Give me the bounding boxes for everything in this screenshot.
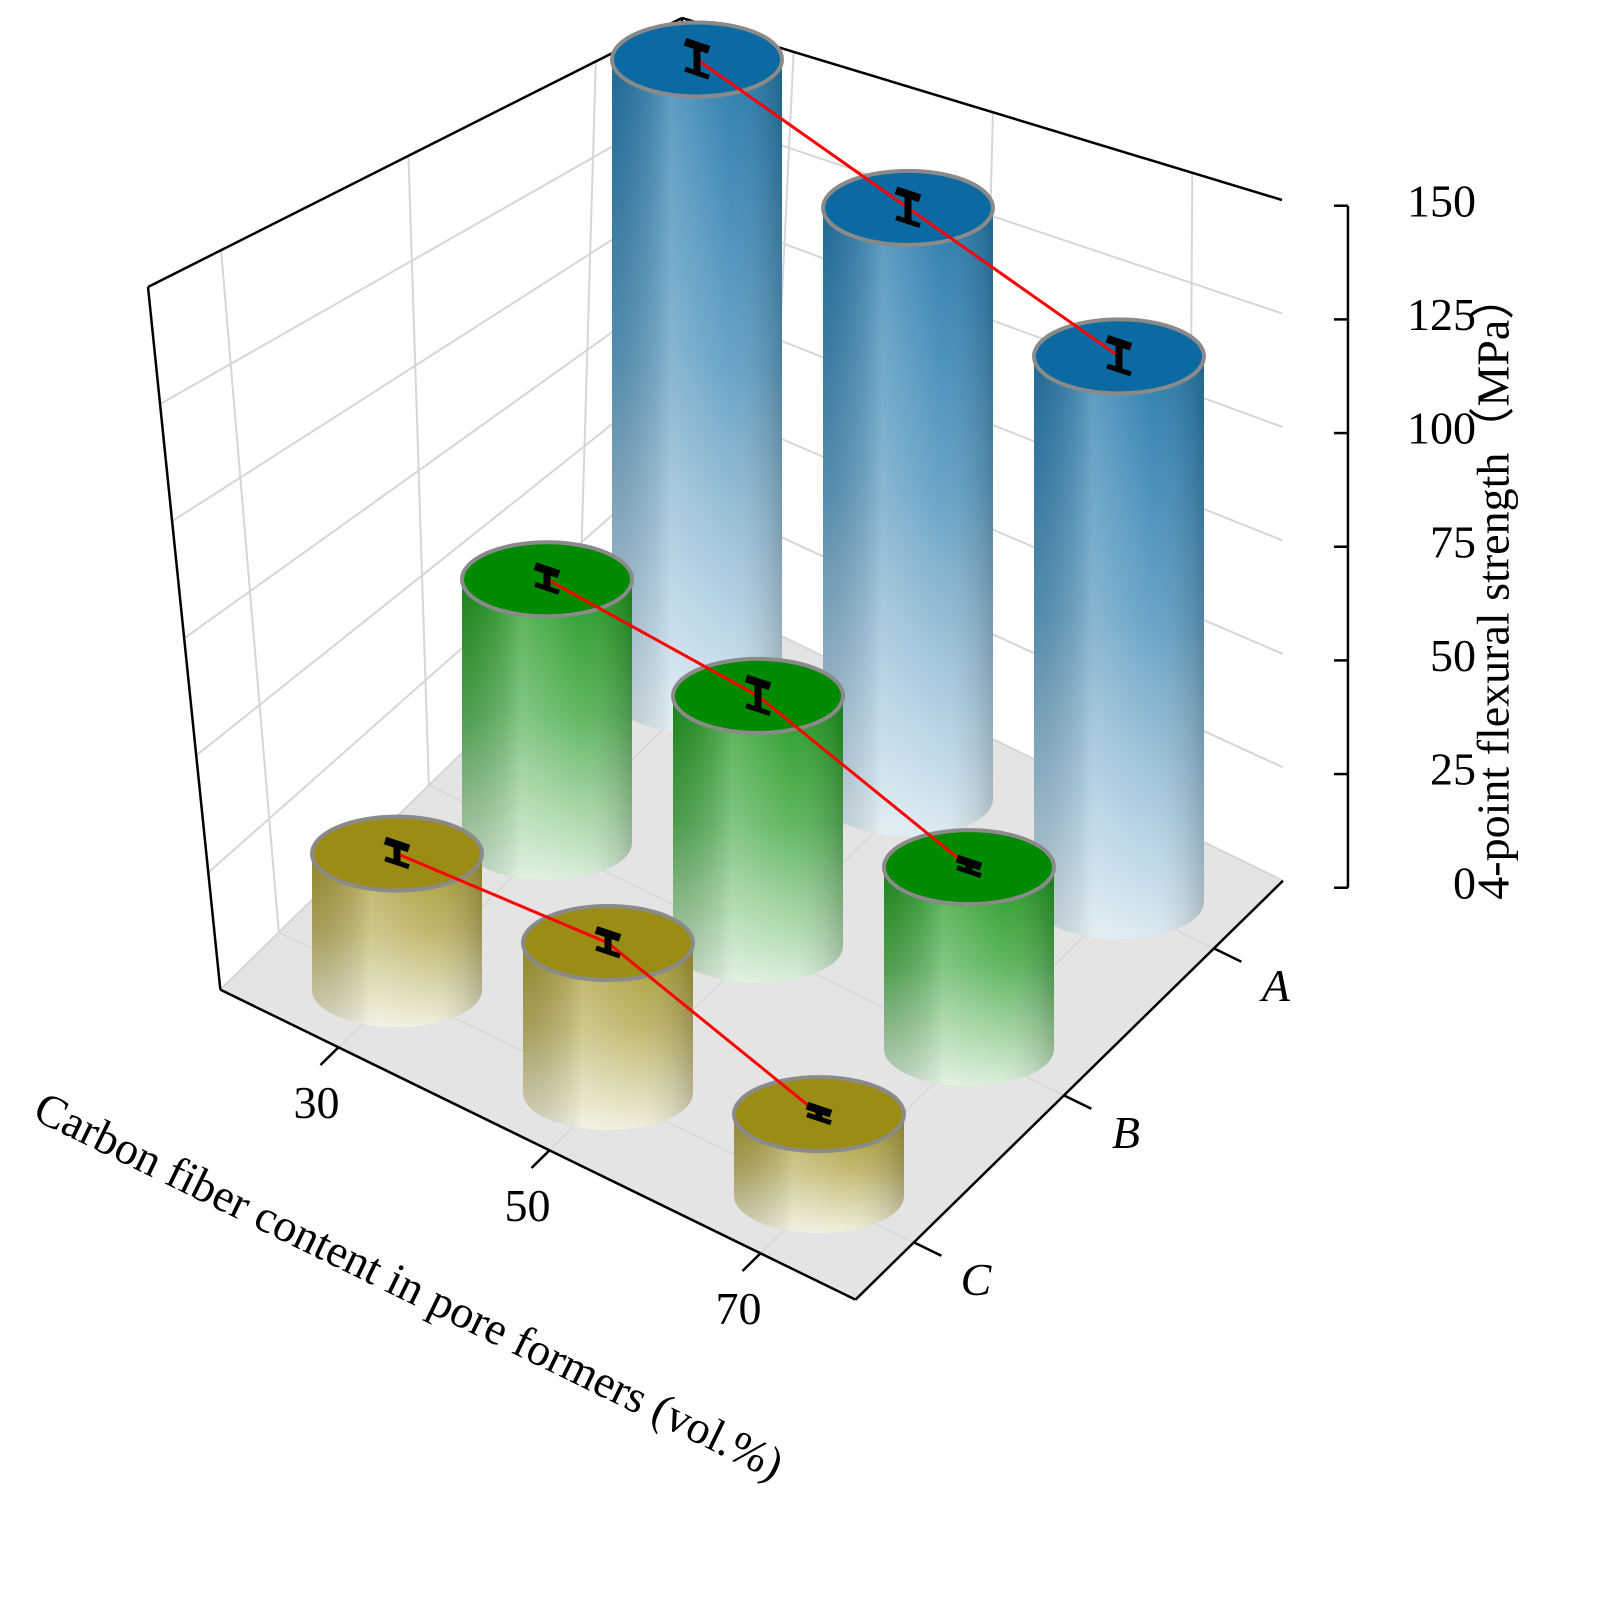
error-cap	[806, 1112, 832, 1126]
error-bar	[683, 38, 711, 80]
x-tick	[530, 1149, 551, 1169]
x-tick-label: 70	[716, 1283, 762, 1334]
z-tick-label: 125	[1407, 289, 1476, 340]
error-cap	[895, 215, 921, 228]
box-edge	[219, 988, 856, 1301]
cylinder-shade	[612, 59, 782, 733]
cylinder	[821, 168, 995, 836]
cylinder	[671, 656, 845, 983]
error-cap	[894, 186, 922, 203]
error-cap	[594, 926, 622, 942]
cylinder-shade	[884, 867, 1054, 1086]
box-edge	[854, 879, 1284, 1301]
error-bar	[955, 854, 983, 879]
cylinder	[882, 828, 1056, 1086]
cylinder-shade	[673, 695, 843, 983]
x-tick-label: 30	[294, 1077, 340, 1128]
cylinder	[460, 540, 634, 880]
error-cap	[384, 856, 410, 870]
row-tick-label: B	[1112, 1107, 1140, 1158]
error-cap	[383, 836, 411, 853]
left-wall	[148, 18, 682, 990]
error-bar	[1105, 334, 1133, 377]
error-cap	[745, 703, 771, 716]
error-cap	[684, 66, 710, 80]
error-cap	[956, 865, 982, 879]
error-bar	[383, 836, 411, 870]
z-tick-label: 50	[1430, 630, 1476, 681]
box-edge	[147, 16, 683, 289]
z-tick-label: 100	[1407, 403, 1476, 454]
cylinder	[1032, 317, 1206, 939]
cylinder	[610, 20, 784, 733]
cylinder-shade	[462, 579, 632, 880]
error-bar	[894, 186, 922, 228]
box-edge	[146, 286, 222, 990]
x-tick	[319, 1046, 340, 1066]
grid-line	[577, 61, 597, 639]
error-cap	[1105, 334, 1133, 351]
row-tick	[1063, 1094, 1092, 1110]
cylinder-shade	[523, 942, 693, 1130]
box-edge	[681, 16, 1283, 202]
grid-line	[220, 250, 280, 933]
error-cap	[534, 582, 560, 595]
z-tick-label: 150	[1407, 175, 1476, 226]
row-tick-label: C	[961, 1254, 993, 1305]
error-bar	[533, 562, 561, 595]
error-cap	[955, 854, 983, 871]
z-axis-title: 4-point flexural strength（MPa）	[1468, 274, 1519, 900]
z-tick-label: 75	[1430, 516, 1476, 567]
error-bar	[744, 674, 772, 716]
z-tick-label: 0	[1453, 857, 1476, 908]
row-tick	[913, 1241, 942, 1257]
error-cap	[744, 674, 772, 691]
cylinder	[732, 1075, 906, 1233]
x-tick	[741, 1252, 762, 1272]
cylinder-shade	[1034, 356, 1204, 939]
row-tick	[1213, 947, 1242, 963]
row-tick-label: A	[1259, 960, 1291, 1011]
error-cap	[805, 1101, 833, 1118]
error-bar	[594, 926, 622, 959]
error-cap	[595, 945, 621, 959]
error-cap	[533, 562, 561, 578]
z-tick-label: 25	[1430, 744, 1476, 795]
x-tick-label: 50	[505, 1180, 551, 1231]
grid-line	[407, 155, 430, 786]
cylinder-shade	[823, 207, 993, 836]
cylinder-shade	[312, 853, 482, 1027]
error-bar	[805, 1101, 833, 1126]
error-cap	[1106, 363, 1132, 377]
error-cap	[683, 38, 711, 54]
